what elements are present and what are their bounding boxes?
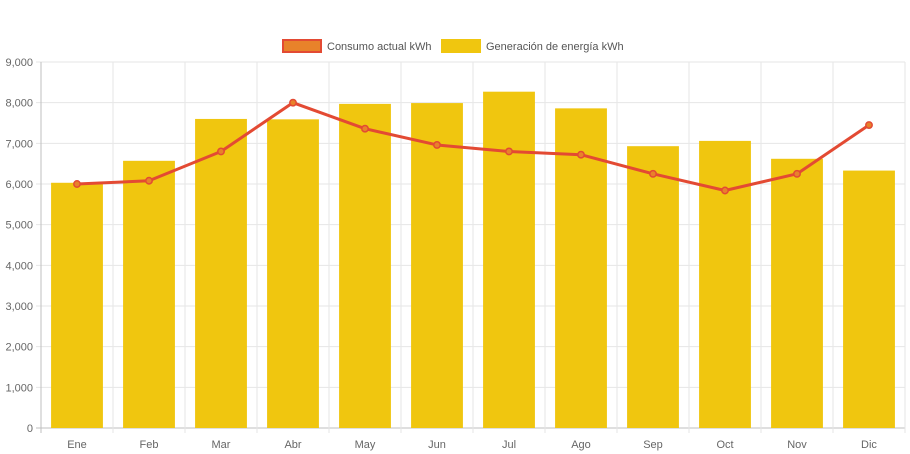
bar-generacion (267, 119, 319, 428)
bar-generacion (51, 182, 103, 428)
point-consumo (649, 169, 657, 178)
point-consumo (361, 124, 369, 133)
bar-series (51, 91, 895, 429)
x-tick-label: Ago (571, 439, 591, 451)
legend-label: Consumo actual kWh (327, 41, 432, 53)
bar-generacion (555, 108, 607, 429)
bar-generacion (843, 170, 895, 428)
point-consumo (865, 121, 873, 129)
point-consumo (289, 98, 297, 107)
line-series (73, 98, 873, 195)
y-tick-label: 4,000 (5, 260, 33, 272)
x-tick-label: Sep (643, 439, 663, 451)
legend-label: Generación de energía kWh (486, 41, 624, 53)
y-tick-label: 0 (27, 423, 33, 435)
bar-generacion (195, 118, 247, 428)
legend-swatch (282, 39, 322, 53)
bar-generacion (339, 103, 391, 429)
y-tick-label: 3,000 (5, 301, 33, 313)
point-consumo (433, 141, 441, 149)
bar-generacion (699, 140, 751, 429)
x-tick-label: Jul (502, 439, 516, 451)
y-tick-label: 8,000 (5, 98, 33, 110)
x-tick-label: Abr (284, 439, 301, 451)
point-consumo (145, 176, 153, 185)
axes: 0 1,000 2,000 3,000 4,000 5,000 6,000 7,000 8,00… (5, 57, 877, 451)
bar-generacion (123, 160, 175, 428)
x-tick-label: May (355, 439, 376, 451)
bar-generacion (483, 91, 535, 428)
grid-lines (36, 61, 906, 433)
x-tick-label: Feb (140, 439, 159, 451)
point-consumo (217, 147, 225, 156)
x-tick-label: Oct (716, 439, 733, 451)
line-consumo (76, 101, 870, 193)
y-tick-label: 1,000 (5, 382, 33, 394)
y-tick-label: 6,000 (5, 179, 33, 191)
point-consumo (577, 150, 585, 159)
point-consumo (505, 147, 513, 156)
legend: Consumo actual kWh Generación de energía … (282, 39, 624, 53)
x-tick-label: Ene (67, 439, 87, 451)
x-tick-label: Nov (787, 439, 807, 451)
y-tick-label: 5,000 (5, 220, 33, 232)
legend-swatch (441, 39, 481, 53)
y-tick-label: 9,000 (5, 57, 33, 69)
bar-generacion (411, 103, 463, 428)
x-tick-label: Mar (212, 439, 231, 451)
x-tick-label: Jun (428, 439, 446, 451)
point-consumo (721, 186, 729, 195)
bar-generacion (771, 158, 823, 428)
y-tick-label: 2,000 (5, 342, 33, 354)
x-tick-label: Dic (861, 439, 877, 451)
bar-generacion (627, 146, 679, 428)
point-consumo (793, 169, 801, 178)
y-tick-label: 7,000 (5, 138, 33, 150)
point-consumo (73, 180, 81, 188)
